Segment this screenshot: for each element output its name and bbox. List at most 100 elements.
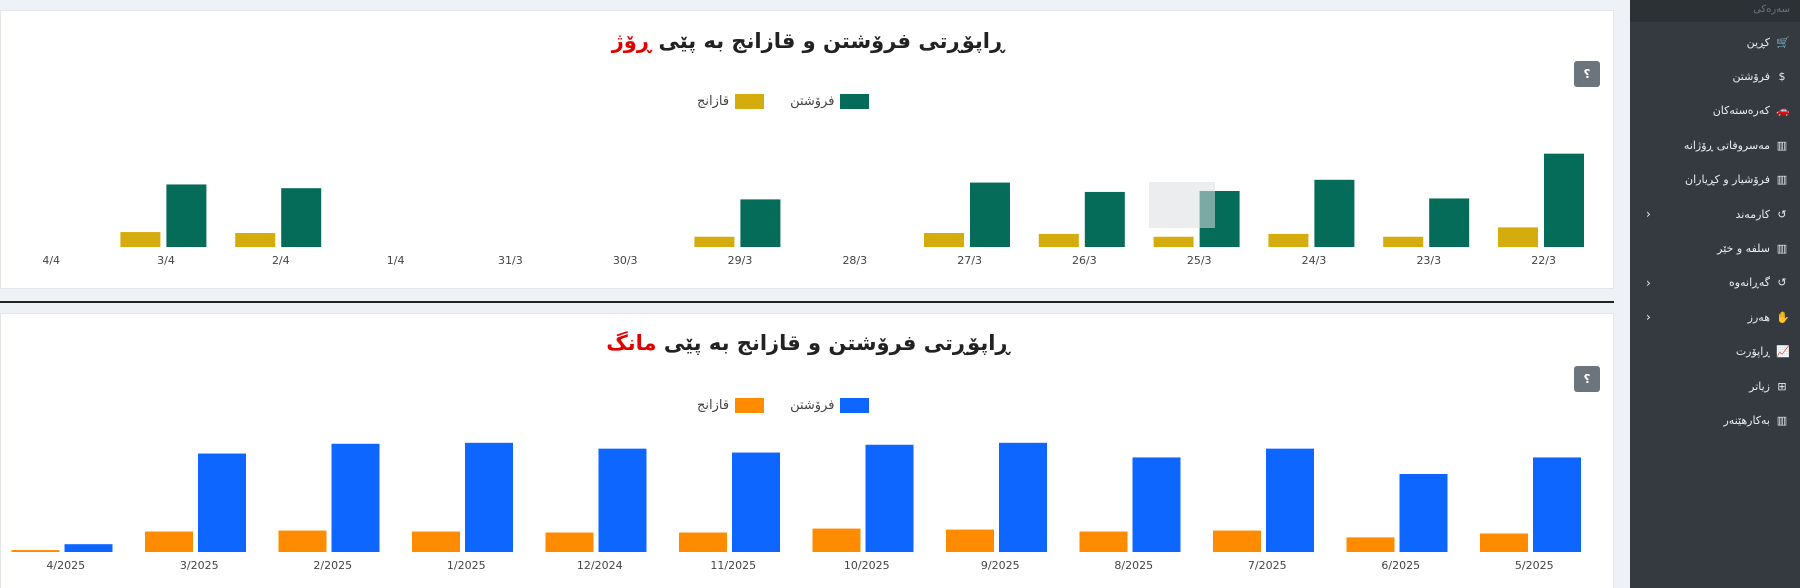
sidebar-item-label: فرۆشیار و کڕیاران [1685, 173, 1770, 187]
bar-sales[interactable] [598, 448, 647, 552]
bar-sales[interactable] [1132, 457, 1181, 552]
bar-profit[interactable] [1153, 236, 1194, 247]
sidebar-item[interactable]: › گەڕانەوە ↺ [1630, 266, 1800, 300]
bar-sales[interactable] [1084, 191, 1125, 247]
sidebar-item[interactable]: زیاتر ⊞ [1630, 369, 1800, 403]
history-icon: ↺ [1777, 276, 1787, 290]
legend-swatch-profit [735, 94, 765, 109]
cart-icon: 🛒 [1776, 35, 1790, 49]
sidebar-item[interactable]: ڕاپۆرت 📈 [1630, 335, 1800, 369]
day-title-accent: ڕۆژ [611, 29, 652, 53]
x-tick-label: 28/3 [842, 254, 867, 267]
bar-sales[interactable] [198, 453, 246, 552]
legend-swatch-sales [840, 94, 870, 109]
bar-profit[interactable] [1213, 530, 1261, 552]
sidebar-item-label: مەسروفاتی ڕۆژانە [1683, 138, 1770, 152]
bar-sales[interactable] [64, 544, 113, 552]
bar-sales[interactable] [166, 184, 207, 247]
legend-label-sales: فرۆشتن [790, 94, 835, 109]
bar-sales[interactable] [1429, 198, 1470, 247]
day-report-card: ڕاپۆڕتی فرۆشتن و قازانج بە پێی ڕۆژ ؟ فرۆ… [0, 10, 1614, 289]
bar-profit[interactable] [278, 530, 327, 552]
sidebar-item-label: زیاتر [1749, 379, 1770, 393]
bar-profit[interactable] [812, 528, 861, 552]
sidebar-item[interactable]: بەکارهێنەر ▥ [1630, 403, 1800, 437]
bar-sales[interactable] [1314, 179, 1355, 247]
bar-sales[interactable] [732, 452, 780, 552]
legend-profit[interactable]: قازانج [697, 398, 765, 413]
sidebar-header-label: سەرەکی [1753, 4, 1790, 15]
day-report-title: ڕاپۆڕتی فرۆشتن و قازانج بە پێی ڕۆژ [1, 29, 1615, 53]
bar-profit[interactable] [11, 550, 60, 552]
chevron-right-icon: › [1646, 275, 1651, 290]
month-legend: فرۆشتن قازانج [697, 398, 870, 413]
bar-profit[interactable] [1383, 236, 1424, 247]
bar-profit[interactable] [1038, 233, 1079, 247]
sidebar-item[interactable]: کڕین 🛒 [1630, 25, 1800, 59]
bar-profit[interactable] [120, 232, 161, 247]
bar-profit[interactable] [545, 532, 594, 553]
sidebar-item[interactable]: فرۆشیار و کڕیاران ▥ [1630, 163, 1800, 197]
legend-label-profit: قازانج [697, 94, 730, 109]
bar-sales[interactable] [331, 443, 380, 552]
month-report-title: ڕاپۆڕتی فرۆشتن و قازانج بە پێی مانگ [1, 331, 1615, 355]
building-icon: ▥ [1776, 138, 1788, 152]
bar-sales[interactable] [1544, 153, 1584, 247]
section-divider [0, 301, 1614, 303]
building-icon: ▥ [1776, 241, 1788, 255]
x-tick-label: 2/2025 [313, 559, 352, 572]
bar-profit[interactable] [1079, 531, 1128, 552]
bar-profit[interactable] [1498, 227, 1538, 247]
x-tick-label: 2/4 [272, 254, 290, 267]
sidebar-item-label: بەکارهێنەر [1723, 413, 1770, 427]
bar-profit[interactable] [235, 233, 276, 247]
day-title-main: ڕاپۆڕتی فرۆشتن و قازانج بە پێی [658, 29, 1005, 53]
sidebar-topbar: سەرەکی [1630, 0, 1800, 22]
bar-profit[interactable] [679, 532, 727, 553]
bar-sales[interactable] [740, 199, 781, 247]
bar-profit[interactable] [412, 531, 460, 552]
legend-label-sales: فرۆشتن [790, 398, 835, 413]
month-help-button[interactable]: ؟ [1574, 366, 1600, 392]
sidebar-item-label: کارمەند [1735, 207, 1770, 221]
sidebar-item[interactable]: کەرەستەکان 🚗 [1630, 94, 1800, 128]
bar-profit[interactable] [924, 233, 964, 247]
x-tick-label: 29/3 [728, 254, 753, 267]
bar-profit[interactable] [946, 529, 994, 552]
bar-sales[interactable] [281, 188, 322, 247]
bar-sales[interactable] [1533, 457, 1581, 552]
sidebar-item-label: فرۆشتن [1732, 69, 1770, 83]
sidebar-item-label: ڕاپۆرت [1735, 345, 1770, 359]
legend-sales[interactable]: فرۆشتن [790, 398, 870, 413]
bar-profit[interactable] [1480, 533, 1528, 552]
x-tick-label: 5/2025 [1515, 559, 1554, 572]
x-tick-label: 8/2025 [1114, 559, 1153, 572]
x-tick-label: 24/3 [1302, 254, 1327, 267]
legend-profit[interactable]: قازانج [697, 94, 765, 109]
x-tick-label: 7/2025 [1248, 559, 1287, 572]
sidebar-item[interactable]: مەسروفاتی ڕۆژانە ▥ [1630, 128, 1800, 162]
sidebar-item[interactable]: › هەرز ✋ [1630, 300, 1800, 334]
watermark-image [1149, 182, 1215, 228]
bar-sales[interactable] [1266, 448, 1314, 552]
sidebar-item[interactable]: سلفە و خێر ▥ [1630, 231, 1800, 265]
x-tick-label: 10/2025 [844, 559, 890, 572]
x-tick-label: 30/3 [613, 254, 638, 267]
sidebar-item[interactable]: فرۆشتن $ [1630, 59, 1800, 93]
bar-profit[interactable] [694, 236, 735, 247]
bar-sales[interactable] [999, 442, 1047, 552]
sidebar-item-label: گەڕانەوە [1729, 276, 1770, 290]
bar-profit[interactable] [1268, 233, 1309, 247]
bar-profit[interactable] [1346, 537, 1395, 552]
building-icon: ▥ [1776, 173, 1788, 187]
bar-sales[interactable] [1399, 474, 1448, 552]
sidebar-item[interactable]: › کارمەند ↺ [1630, 197, 1800, 231]
bar-sales[interactable] [465, 442, 513, 552]
legend-sales[interactable]: فرۆشتن [790, 94, 870, 109]
bar-profit[interactable] [145, 531, 193, 552]
chevron-right-icon: › [1646, 207, 1651, 221]
bar-sales[interactable] [970, 182, 1010, 247]
day-help-button[interactable]: ؟ [1574, 61, 1600, 87]
bar-sales[interactable] [865, 444, 914, 552]
x-tick-label: 3/4 [157, 254, 175, 267]
